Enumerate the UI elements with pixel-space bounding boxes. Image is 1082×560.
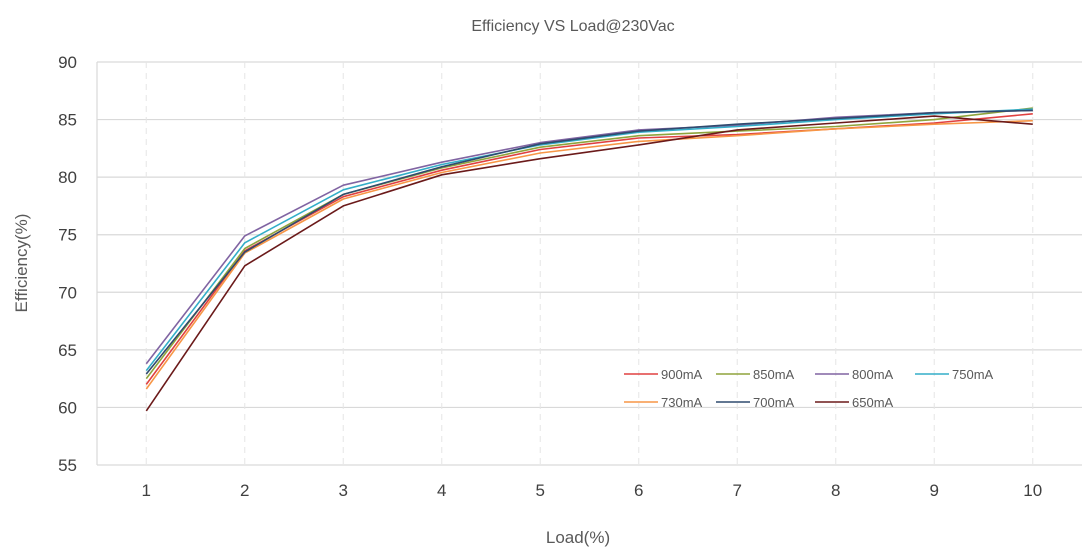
legend-item-730mA: 730mA — [624, 395, 703, 410]
legend: 900mA 850mA 800mA 750mA 730mA 700mA 650mA — [624, 367, 994, 410]
legend-label: 850mA — [753, 367, 795, 382]
x-tick-label: 5 — [536, 481, 545, 500]
legend-label: 800mA — [852, 367, 894, 382]
x-tick-label: 9 — [930, 481, 939, 500]
legend-item-900mA: 900mA — [624, 367, 703, 382]
x-tick-label: 7 — [733, 481, 742, 500]
x-axis-title: Load(%) — [546, 528, 610, 547]
legend-label: 650mA — [852, 395, 894, 410]
y-tick-label: 65 — [58, 341, 77, 360]
chart-title: Efficiency VS Load@230Vac — [471, 18, 674, 35]
y-tick-label: 80 — [58, 168, 77, 187]
y-tick-label: 75 — [58, 226, 77, 245]
grid — [96, 61, 1082, 466]
legend-item-800mA: 800mA — [815, 367, 894, 382]
x-tick-label: 4 — [437, 481, 446, 500]
y-axis-title: Efficiency(%) — [12, 214, 31, 313]
y-tick-label: 85 — [58, 111, 77, 130]
x-tick-label: 3 — [339, 481, 348, 500]
y-tick-label: 55 — [58, 456, 77, 475]
legend-label: 700mA — [753, 395, 795, 410]
legend-item-850mA: 850mA — [716, 367, 795, 382]
legend-item-750mA: 750mA — [915, 367, 994, 382]
series-line-730mA — [145, 119, 1033, 390]
x-tick-label: 8 — [831, 481, 840, 500]
x-tick-labels: 1 2 3 4 5 6 7 8 9 10 — [142, 481, 1043, 500]
x-tick-label: 6 — [634, 481, 643, 500]
x-tick-label: 1 — [142, 481, 151, 500]
legend-label: 730mA — [661, 395, 703, 410]
legend-item-700mA: 700mA — [716, 395, 795, 410]
series-line-850mA — [145, 107, 1033, 380]
x-tick-label: 2 — [240, 481, 249, 500]
series-line-750mA — [145, 108, 1033, 372]
series-line-900mA — [145, 113, 1033, 385]
y-tick-label: 60 — [58, 398, 77, 417]
legend-label: 750mA — [952, 367, 994, 382]
series-lines — [145, 107, 1033, 412]
legend-item-650mA: 650mA — [815, 395, 894, 410]
series-line-700mA — [145, 109, 1033, 375]
y-tick-label: 90 — [58, 53, 77, 72]
y-tick-label: 70 — [58, 283, 77, 302]
legend-label: 900mA — [661, 367, 703, 382]
series-line-650mA — [145, 115, 1033, 412]
x-tick-label: 10 — [1023, 481, 1042, 500]
y-tick-labels: 55 60 65 70 75 80 85 90 — [58, 53, 77, 475]
series-line-800mA — [145, 109, 1033, 365]
